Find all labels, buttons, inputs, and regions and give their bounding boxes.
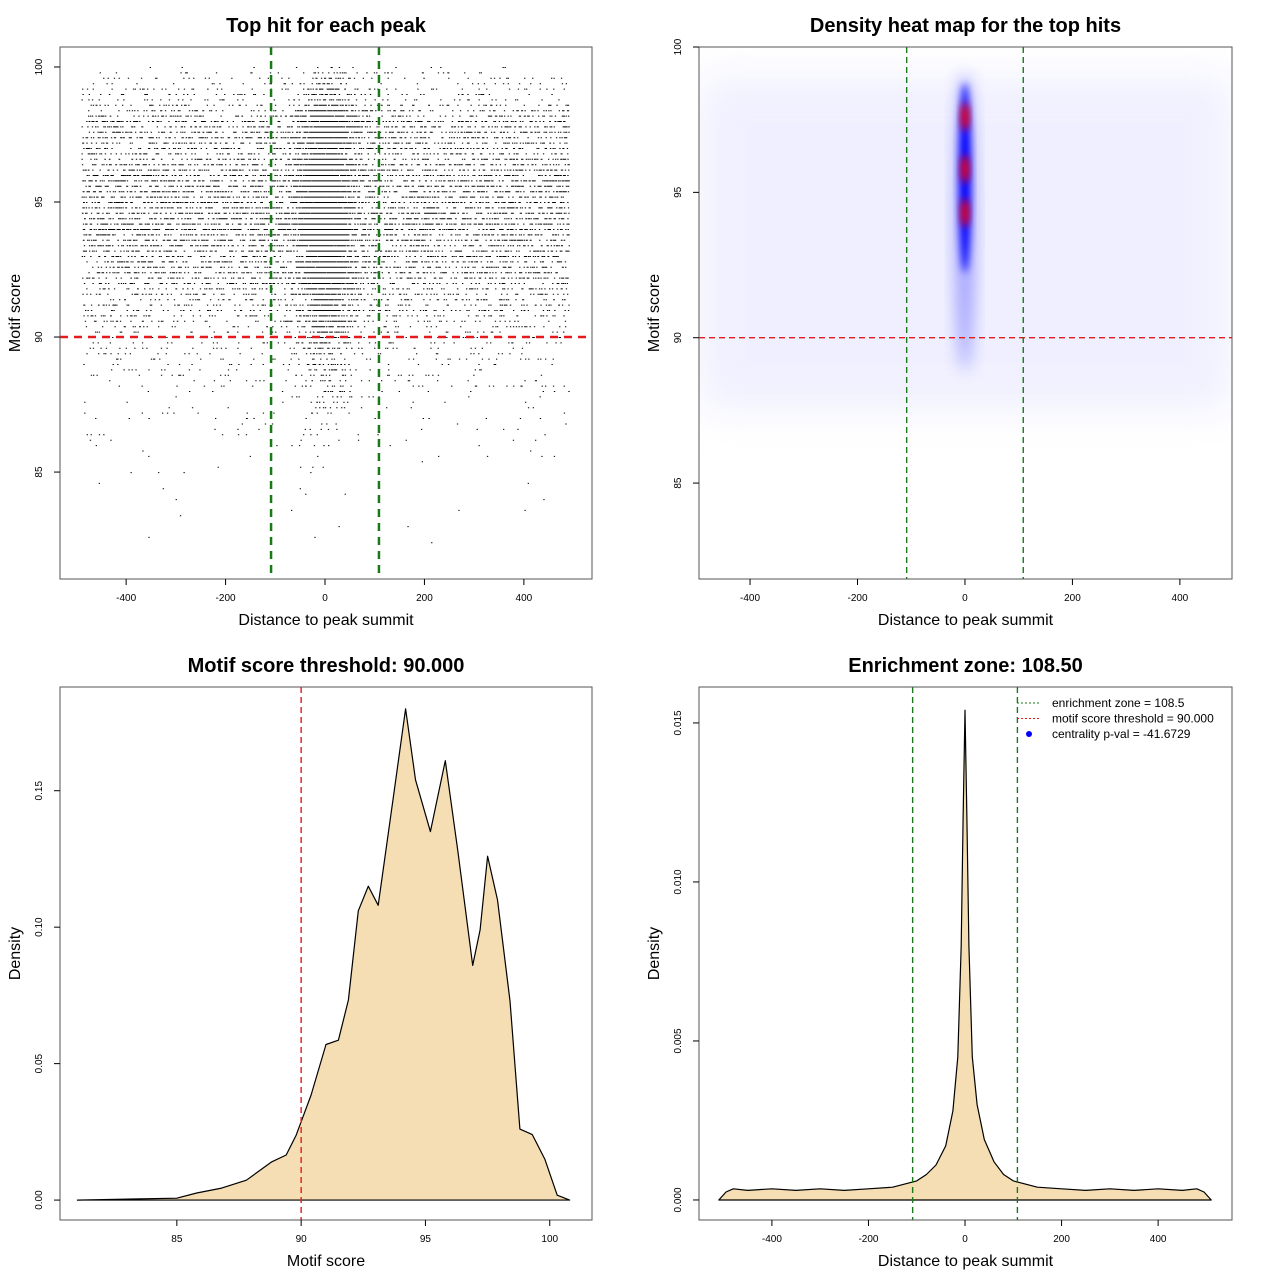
heat-hotspot (960, 155, 969, 184)
heatmap (699, 71, 1232, 411)
x-tick-label: 0 (962, 1234, 968, 1245)
y-axis-label: Density (646, 927, 663, 980)
y-tick-label: 0.10 (34, 917, 45, 937)
panel-3: Motif score threshold: 90.000 Motif score… (7, 655, 593, 1270)
x-tick-label: 90 (296, 1234, 308, 1245)
y-tick-label: 0.000 (673, 1187, 684, 1212)
y-tick-label: 95 (34, 196, 45, 208)
chart-title: Enrichment zone: 108.50 (848, 655, 1083, 677)
y-tick-label: 95 (673, 186, 684, 198)
plot-frame (698, 46, 1233, 580)
x-axis-label: Distance to peak summit (238, 612, 414, 629)
chart-title: Motif score threshold: 90.000 (188, 655, 465, 677)
y-tick-label: 90 (34, 331, 45, 343)
x-tick-label: 0 (962, 593, 968, 604)
x-tick-label: -200 (847, 593, 867, 604)
y-tick-label: 0.005 (673, 1028, 684, 1053)
chart-title: Density heat map for the top hits (810, 15, 1121, 37)
legend-entry: centrality p-val = -41.6729 (1052, 727, 1191, 741)
plot-frame (59, 46, 593, 580)
y-tick-label: 100 (34, 58, 45, 75)
plot-area (718, 687, 1212, 1220)
y-axis-label: Motif score (7, 274, 24, 352)
legend-entry: enrichment zone = 108.5 (1052, 696, 1185, 710)
y-axis-label: Motif score (646, 274, 663, 352)
legend-entry: motif score threshold = 90.000 (1052, 712, 1214, 726)
y-tick-label: 85 (34, 466, 45, 478)
y-tick-label: 90 (673, 332, 684, 344)
x-tick-label: 0 (322, 593, 328, 604)
x-tick-label: -200 (216, 593, 236, 604)
x-tick-label: 200 (1064, 593, 1081, 604)
y-tick-label: 0.15 (34, 781, 45, 801)
y-axis-label: Density (7, 927, 24, 980)
y-tick-label: 0.010 (673, 869, 684, 894)
heat-hotspot (960, 198, 969, 227)
y-tick-label: 0.00 (34, 1190, 45, 1210)
x-tick-label: 85 (171, 1234, 183, 1245)
heat-hotspot (960, 102, 969, 131)
x-tick-label: 200 (1053, 1234, 1070, 1245)
legend: enrichment zone = 108.5 motif score thres… (1017, 696, 1214, 741)
plot-area (60, 47, 592, 579)
plot-area (699, 47, 1232, 579)
y-tick-label: 85 (673, 477, 684, 489)
legend-point-icon (1026, 731, 1032, 737)
x-axis-label: Motif score (287, 1253, 365, 1270)
x-axis-label: Distance to peak summit (878, 1253, 1054, 1270)
panel-1: Top hit for each peak Distance to peak su… (7, 15, 593, 629)
plot-frame (59, 686, 593, 1221)
chart-title: Top hit for each peak (226, 15, 427, 37)
panel-2: Density heat map for the top hits Distanc… (646, 15, 1233, 629)
x-axis-label: Distance to peak summit (878, 612, 1054, 629)
x-tick-label: 200 (416, 593, 433, 604)
scatter-points (81, 67, 570, 544)
x-tick-label: -200 (858, 1234, 878, 1245)
x-tick-label: 400 (1150, 1234, 1167, 1245)
y-tick-label: 100 (673, 38, 684, 55)
x-tick-label: 100 (541, 1234, 558, 1245)
x-tick-label: -400 (116, 593, 136, 604)
density-curve (76, 708, 571, 1201)
panel-4: Enrichment zone: 108.50 Distance to peak … (646, 655, 1233, 1270)
plot-area (76, 687, 571, 1220)
x-tick-label: -400 (740, 593, 760, 604)
y-tick-label: 0.015 (673, 710, 684, 735)
x-tick-label: 400 (516, 593, 533, 604)
density-curve (718, 709, 1212, 1201)
y-tick-label: 0.05 (34, 1053, 45, 1073)
x-tick-label: 95 (420, 1234, 432, 1245)
x-tick-label: -400 (762, 1234, 782, 1245)
x-tick-label: 400 (1172, 593, 1189, 604)
